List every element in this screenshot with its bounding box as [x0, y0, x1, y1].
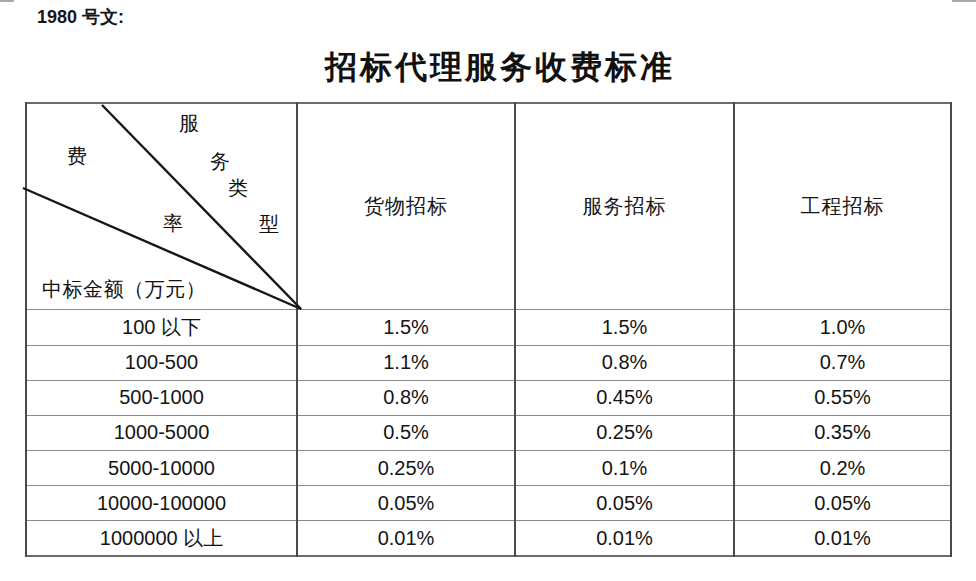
rate-cell: 0.7% [734, 345, 951, 380]
amount-range-cell: 500-1000 [26, 380, 297, 415]
corner-label-fee-rate-char: 费 [67, 146, 87, 166]
rate-cell: 0.01% [734, 521, 951, 556]
amount-range-cell: 100 以下 [26, 310, 297, 345]
column-header-goods: 货物招标 [297, 103, 515, 310]
fee-standard-table: 服 务 类 型 费 率 中标金额（万元） 货物招标 服务招标 工程招标 100 … [25, 102, 952, 557]
rate-cell: 1.1% [297, 345, 515, 380]
rate-cell: 0.8% [297, 380, 515, 415]
table-row: 100-500 1.1% 0.8% 0.7% [26, 345, 951, 380]
corner-label-award-amount: 中标金额（万元） [42, 276, 206, 303]
corner-label-service-type-char: 服 [179, 113, 199, 133]
table-row: 1000-5000 0.5% 0.25% 0.35% [26, 415, 951, 450]
rate-cell: 0.05% [297, 486, 515, 521]
table-header-row: 服 务 类 型 费 率 中标金额（万元） 货物招标 服务招标 工程招标 [26, 103, 951, 310]
column-header-works: 工程招标 [734, 103, 951, 310]
rate-cell: 0.25% [515, 415, 734, 450]
rate-cell: 0.35% [734, 415, 951, 450]
screen-edge-artifact-left [0, 0, 14, 2]
corner-label-service-type-char: 类 [228, 178, 248, 198]
doc-number-label: 1980 号文: [37, 5, 124, 29]
rate-cell: 0.05% [734, 486, 951, 521]
rate-cell: 0.55% [734, 380, 951, 415]
table-row: 10000-100000 0.05% 0.05% 0.05% [26, 486, 951, 521]
amount-range-cell: 100-500 [26, 345, 297, 380]
rate-cell: 0.5% [297, 415, 515, 450]
rate-cell: 0.25% [297, 450, 515, 485]
rate-cell: 0.1% [515, 450, 734, 485]
amount-range-cell: 10000-100000 [26, 486, 297, 521]
corner-label-fee-rate-char: 率 [163, 213, 183, 233]
page-title: 招标代理服务收费标准 [325, 46, 675, 90]
column-header-services: 服务招标 [515, 103, 734, 310]
amount-range-cell: 1000-5000 [26, 415, 297, 450]
rate-cell: 0.8% [515, 345, 734, 380]
rate-cell: 0.01% [297, 521, 515, 556]
corner-header-cell: 服 务 类 型 费 率 中标金额（万元） [26, 103, 297, 310]
rate-cell: 1.0% [734, 310, 951, 345]
amount-range-cell: 5000-10000 [26, 450, 297, 485]
amount-range-cell: 1000000 以上 [26, 521, 297, 556]
rate-cell: 1.5% [297, 310, 515, 345]
corner-label-service-type-char: 务 [210, 151, 230, 171]
screen-edge-artifact-right [952, 0, 976, 2]
corner-label-service-type-char: 型 [259, 214, 279, 234]
table-row: 500-1000 0.8% 0.45% 0.55% [26, 380, 951, 415]
rate-cell: 0.45% [515, 380, 734, 415]
rate-cell: 0.01% [515, 521, 734, 556]
rate-cell: 0.2% [734, 450, 951, 485]
table-row: 1000000 以上 0.01% 0.01% 0.01% [26, 521, 951, 556]
rate-cell: 1.5% [515, 310, 734, 345]
table-row: 5000-10000 0.25% 0.1% 0.2% [26, 450, 951, 485]
rate-cell: 0.05% [515, 486, 734, 521]
table-row: 100 以下 1.5% 1.5% 1.0% [26, 310, 951, 345]
